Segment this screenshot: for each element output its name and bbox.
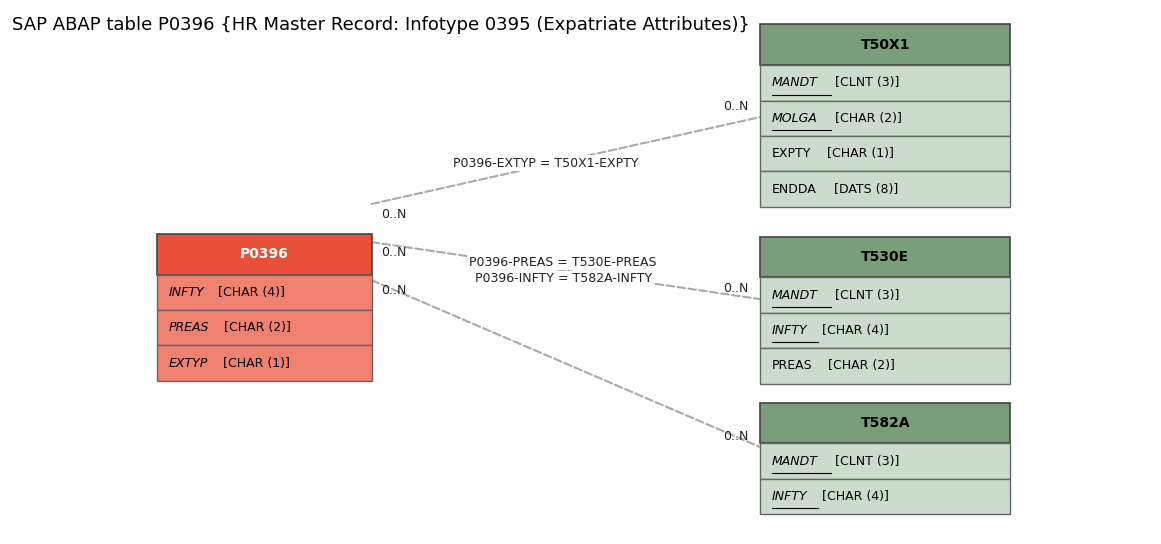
Text: SAP ABAP table P0396 {HR Master Record: Infotype 0395 (Expatriate Attributes)}: SAP ABAP table P0396 {HR Master Record: … xyxy=(12,16,750,34)
Text: [DATS (8)]: [DATS (8)] xyxy=(830,183,899,195)
Bar xyxy=(760,313,1010,348)
Bar xyxy=(760,348,1010,384)
Text: P0396-INFTY = T582A-INFTY: P0396-INFTY = T582A-INFTY xyxy=(475,272,651,285)
Text: [CHAR (4)]: [CHAR (4)] xyxy=(819,490,889,503)
Text: T530E: T530E xyxy=(861,250,909,264)
Bar xyxy=(760,65,1010,101)
Text: 0..N: 0..N xyxy=(723,282,749,295)
Text: 0..N: 0..N xyxy=(723,100,749,113)
Bar xyxy=(157,275,372,310)
Bar xyxy=(760,171,1010,207)
Text: INFTY: INFTY xyxy=(772,490,808,503)
Bar xyxy=(760,237,1010,277)
Text: P0396-EXTYP = T50X1-EXPTY: P0396-EXTYP = T50X1-EXPTY xyxy=(453,157,639,170)
Text: [CHAR (2)]: [CHAR (2)] xyxy=(831,112,902,125)
Bar xyxy=(760,136,1010,171)
Bar xyxy=(760,479,1010,514)
Bar xyxy=(760,101,1010,136)
Text: P0396-PREAS = T530E-PREAS: P0396-PREAS = T530E-PREAS xyxy=(469,256,657,269)
Text: PREAS: PREAS xyxy=(168,322,209,334)
Text: [CHAR (1)]: [CHAR (1)] xyxy=(823,147,894,160)
Text: [CHAR (2)]: [CHAR (2)] xyxy=(824,360,895,372)
Text: 0..N: 0..N xyxy=(381,284,406,297)
Text: [CHAR (4)]: [CHAR (4)] xyxy=(819,324,889,337)
Text: 0..N: 0..N xyxy=(723,430,749,443)
Bar xyxy=(760,403,1010,443)
Text: EXTYP: EXTYP xyxy=(168,357,208,369)
Text: P0396: P0396 xyxy=(240,248,288,261)
Bar xyxy=(157,234,372,275)
Text: EXPTY: EXPTY xyxy=(772,147,812,160)
Text: [CLNT (3)]: [CLNT (3)] xyxy=(831,77,900,89)
Text: T50X1: T50X1 xyxy=(860,38,910,52)
Text: INFTY: INFTY xyxy=(772,324,808,337)
Text: [CLNT (3)]: [CLNT (3)] xyxy=(831,289,900,301)
Text: 0..N: 0..N xyxy=(381,208,406,221)
Bar xyxy=(157,310,372,345)
Text: [CLNT (3)]: [CLNT (3)] xyxy=(831,455,900,467)
Text: MANDT: MANDT xyxy=(772,455,819,467)
Text: MANDT: MANDT xyxy=(772,77,819,89)
Bar xyxy=(760,443,1010,479)
Bar xyxy=(760,24,1010,65)
Text: INFTY: INFTY xyxy=(168,286,204,299)
Text: [CHAR (1)]: [CHAR (1)] xyxy=(219,357,290,369)
Bar xyxy=(760,277,1010,313)
Text: MANDT: MANDT xyxy=(772,289,819,301)
Bar xyxy=(157,345,372,381)
Text: 0..N: 0..N xyxy=(381,246,406,259)
Text: PREAS: PREAS xyxy=(772,360,813,372)
Text: [CHAR (2)]: [CHAR (2)] xyxy=(221,322,291,334)
Text: MOLGA: MOLGA xyxy=(772,112,817,125)
Text: ENDDA: ENDDA xyxy=(772,183,817,195)
Text: [CHAR (4)]: [CHAR (4)] xyxy=(215,286,286,299)
Text: T582A: T582A xyxy=(860,416,910,430)
